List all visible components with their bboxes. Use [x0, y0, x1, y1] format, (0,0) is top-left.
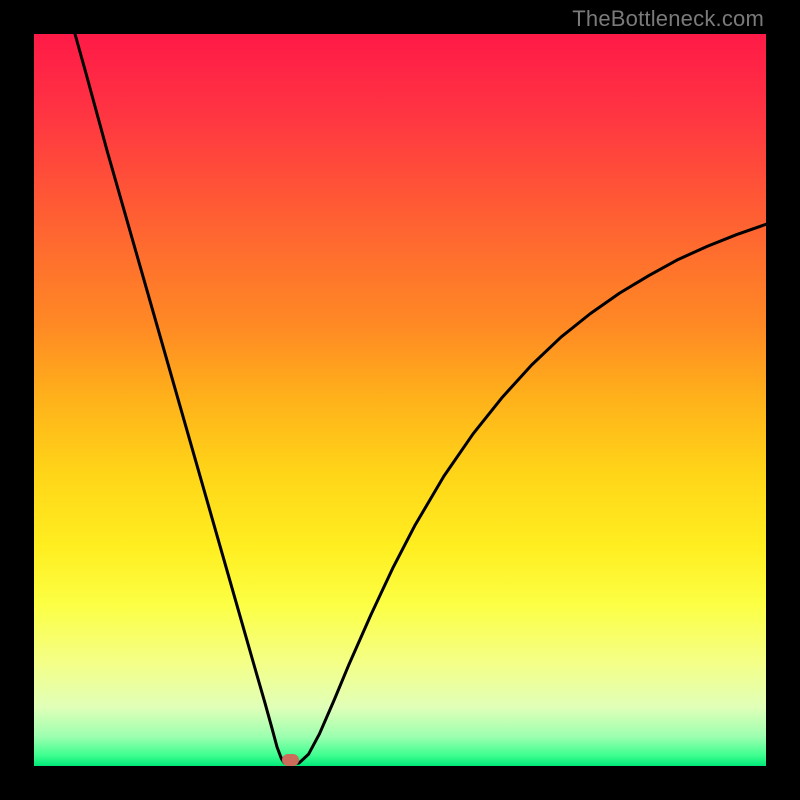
optimum-marker	[282, 754, 299, 766]
frame-bottom	[0, 766, 800, 800]
plot-area	[34, 34, 766, 766]
frame-right	[766, 0, 800, 800]
watermark-text: TheBottleneck.com	[572, 6, 764, 32]
frame-left	[0, 0, 34, 800]
chart-canvas: TheBottleneck.com	[0, 0, 800, 800]
bottleneck-curve	[34, 34, 766, 766]
